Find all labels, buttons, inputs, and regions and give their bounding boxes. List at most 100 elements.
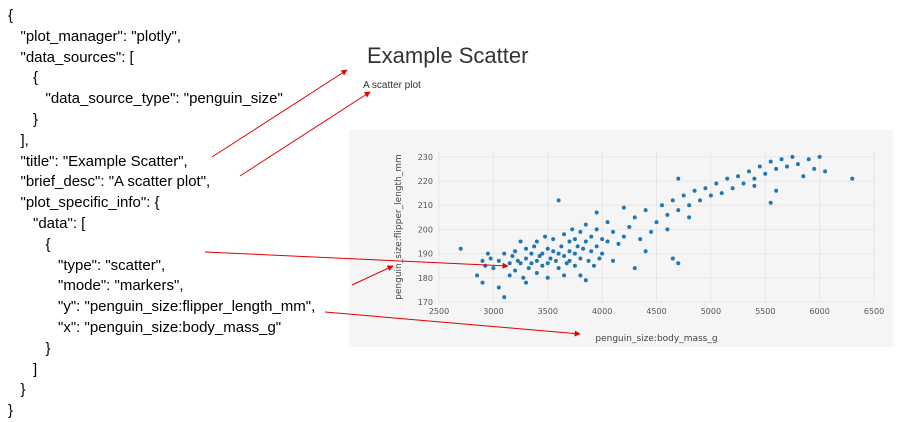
data-point	[605, 239, 610, 244]
y-tick-label: 200	[418, 225, 433, 234]
data-point	[540, 251, 545, 256]
code-line: "title": "Example Scatter",	[8, 152, 188, 170]
data-point	[665, 227, 670, 232]
data-point	[643, 208, 648, 213]
y-axis-label: penguin_size:flipper_length_mm	[394, 154, 404, 300]
json-config-code: { "plot_manager": "plotly", "data_source…	[8, 6, 315, 422]
data-point	[768, 200, 773, 205]
data-point	[513, 249, 518, 254]
data-point	[790, 154, 795, 159]
data-point	[768, 159, 773, 164]
data-point	[581, 246, 586, 251]
data-point	[529, 251, 534, 256]
code-line: }	[8, 402, 14, 420]
data-point	[801, 174, 806, 179]
data-point	[594, 244, 599, 249]
data-point	[556, 251, 561, 256]
data-point	[559, 244, 564, 249]
code-line: "data_source_type": "penguin_size"	[8, 90, 283, 108]
data-point	[572, 251, 577, 256]
x-tick-label: 4500	[646, 307, 666, 316]
data-point	[545, 261, 550, 266]
data-point	[665, 212, 670, 217]
data-point	[567, 239, 572, 244]
data-point	[676, 176, 681, 181]
data-point	[532, 244, 537, 249]
code-line: "plot_manager": "plotly",	[8, 27, 182, 45]
data-point	[543, 234, 548, 239]
data-point	[488, 256, 493, 261]
data-point	[806, 157, 811, 162]
code-line: {	[8, 235, 51, 253]
x-tick-label: 4000	[592, 307, 612, 316]
data-point	[692, 188, 697, 193]
data-point	[687, 203, 692, 208]
x-tick-label: 5000	[701, 307, 721, 316]
data-point	[524, 280, 528, 285]
code-line: "x": "penguin_size:body_mass_g"	[8, 318, 282, 336]
data-point	[774, 188, 779, 193]
data-point	[703, 186, 708, 191]
data-point	[572, 263, 577, 268]
data-point	[719, 191, 724, 196]
data-point	[578, 256, 583, 261]
x-tick-label: 3500	[538, 307, 558, 316]
data-point	[570, 227, 575, 232]
y-tick-label: 170	[418, 298, 433, 307]
plot-area: 170 180 190 200 210 220 230 2500 3000 3500 4000 450…	[349, 130, 893, 347]
code-line: }	[8, 381, 26, 399]
data-point	[616, 241, 621, 246]
data-point	[643, 249, 648, 254]
data-point	[779, 157, 784, 162]
data-point	[524, 246, 528, 251]
code-line: "type": "scatter",	[8, 256, 166, 274]
code-line: "data": [	[8, 214, 86, 232]
data-point	[562, 273, 567, 278]
data-point	[605, 220, 610, 225]
data-point	[564, 261, 569, 266]
data-point	[510, 254, 515, 259]
y-tick-label: 210	[418, 201, 433, 210]
data-point	[736, 174, 741, 179]
data-point	[594, 210, 599, 215]
data-point	[725, 176, 730, 181]
data-point	[627, 225, 632, 229]
code-line: ],	[8, 131, 29, 149]
data-point	[687, 215, 692, 220]
data-point	[515, 258, 520, 263]
data-point	[583, 278, 588, 283]
data-point	[817, 154, 822, 159]
data-point	[763, 171, 768, 176]
code-line: }	[8, 339, 51, 357]
data-point	[746, 169, 751, 174]
data-point	[621, 234, 626, 239]
data-point	[545, 275, 550, 280]
data-point	[507, 261, 512, 266]
data-point	[540, 263, 545, 268]
data-point	[654, 220, 659, 225]
code-line: "data_sources": [	[8, 48, 134, 66]
data-point	[556, 266, 561, 271]
data-point	[521, 275, 526, 280]
data-point	[670, 198, 675, 203]
data-point	[795, 162, 800, 167]
data-point	[458, 246, 463, 251]
y-tick-label: 180	[418, 274, 433, 283]
data-point	[589, 234, 594, 239]
data-point	[572, 237, 577, 242]
data-point	[545, 246, 550, 251]
data-point	[823, 169, 828, 174]
data-point	[681, 193, 686, 198]
data-point	[589, 249, 594, 254]
x-tick-label: 3000	[483, 307, 503, 316]
data-point	[611, 229, 615, 234]
data-point	[659, 203, 664, 208]
data-point	[676, 208, 681, 213]
data-point	[551, 249, 556, 254]
plot-preview: Example Scatter A scatter plot 170 180 190…	[349, 0, 893, 347]
data-point	[551, 237, 556, 242]
data-point	[534, 258, 539, 263]
data-point	[480, 280, 485, 285]
data-point	[502, 251, 507, 256]
y-tick-label: 230	[418, 153, 433, 162]
